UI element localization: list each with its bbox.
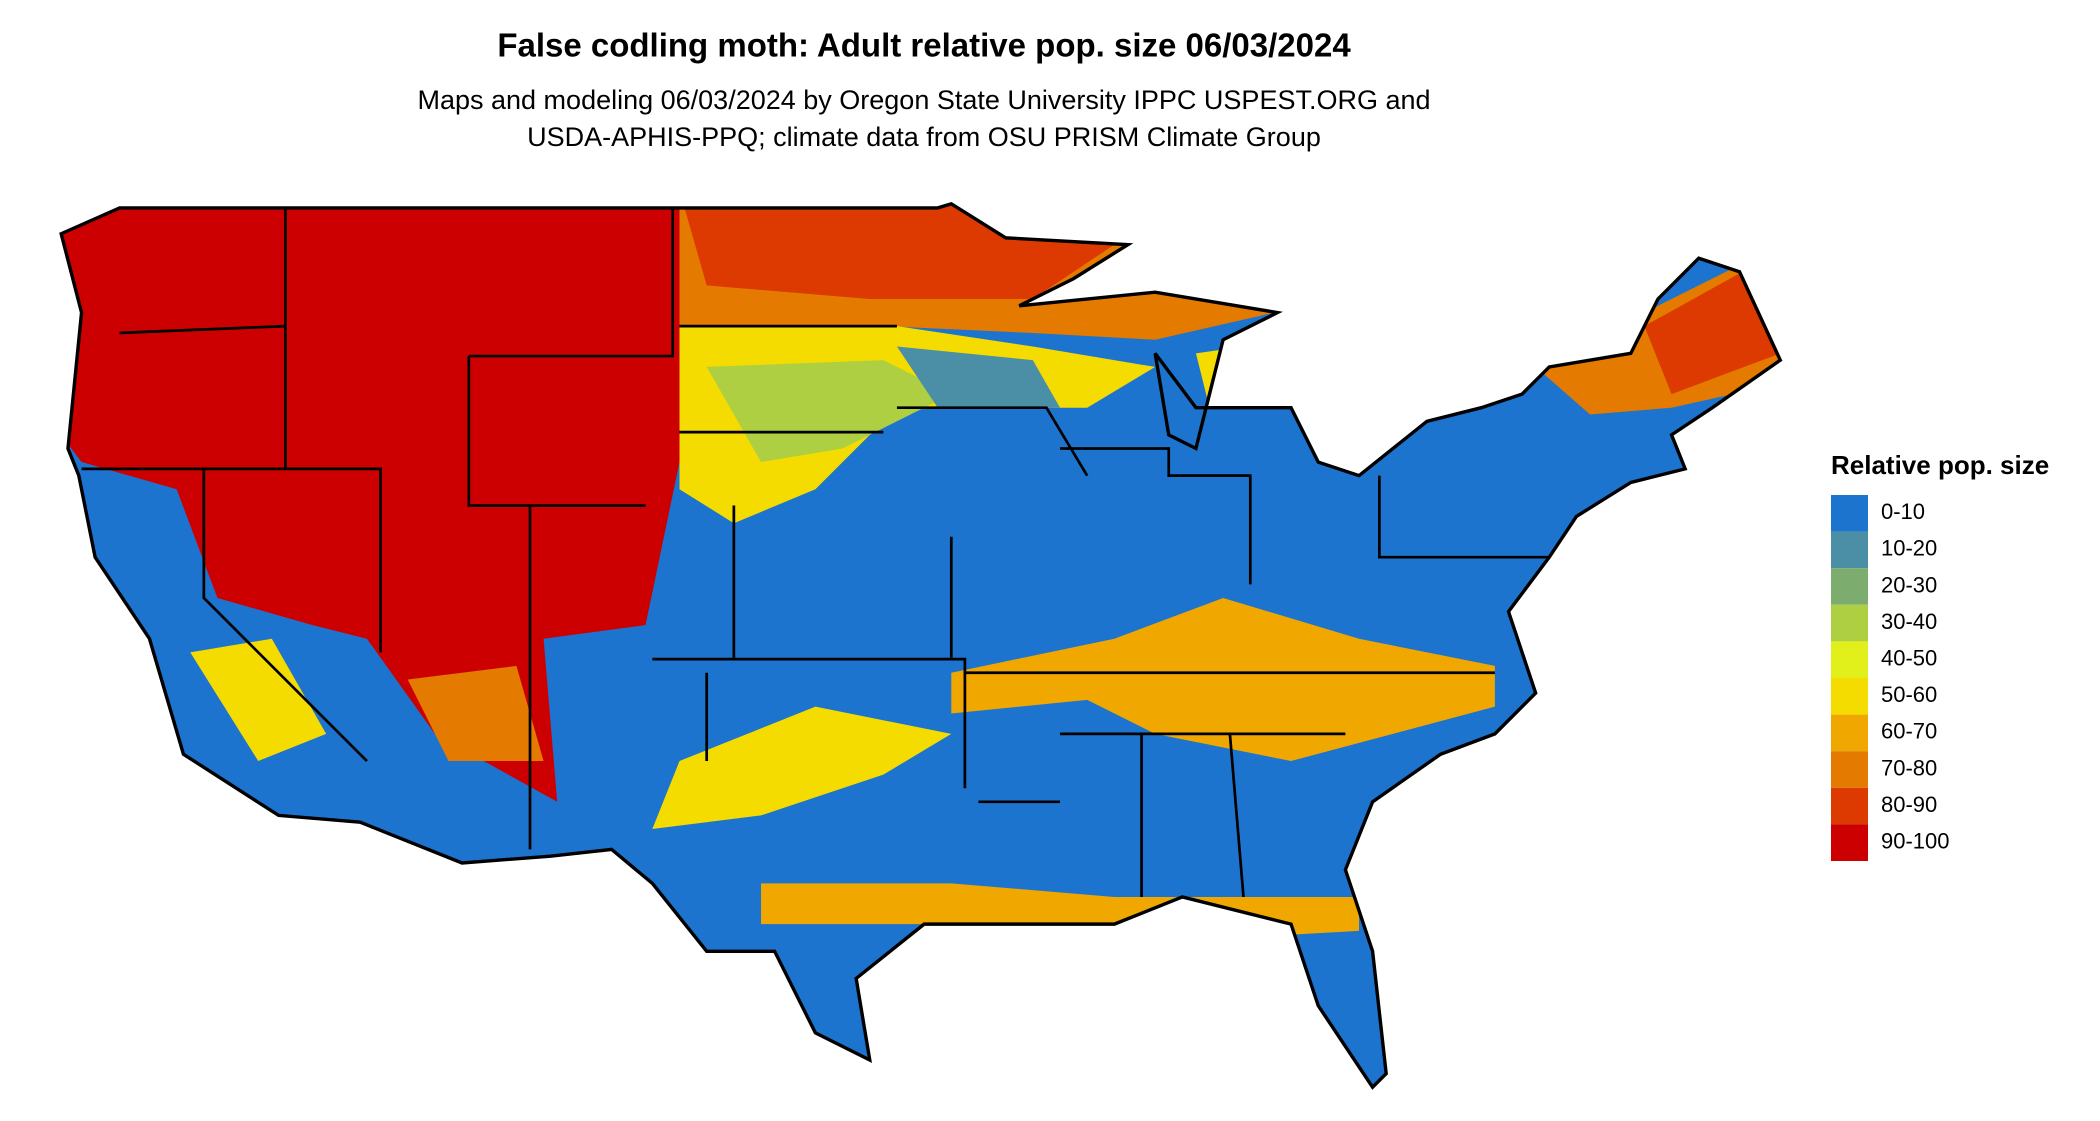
legend-label: 40-50 <box>1881 646 1937 671</box>
legend-label: 0-10 <box>1881 499 1925 524</box>
legend-title: Relative pop. size <box>1831 450 2049 480</box>
zone-band <box>652 706 952 829</box>
legend-swatch <box>1831 641 1868 678</box>
zone-southwest <box>190 638 327 762</box>
state-borders <box>81 207 1550 898</box>
zone-northeast <box>1644 258 1781 395</box>
legend-label: 10-20 <box>1881 536 1937 561</box>
legend-label: 60-70 <box>1881 719 1937 744</box>
legend-swatch <box>1831 751 1868 788</box>
legend-label: 70-80 <box>1881 755 1937 780</box>
map-title: False codling moth: Adult relative pop. … <box>497 27 1351 64</box>
map-subtitle: USDA-APHIS-PPQ; climate data from OSU PR… <box>527 122 1321 152</box>
legend-swatch <box>1831 531 1868 569</box>
legend-swatch <box>1831 678 1868 715</box>
legend-label: 90-100 <box>1881 829 1950 854</box>
zone-band <box>951 597 1495 762</box>
legend-label: 20-30 <box>1881 572 1937 597</box>
legend-swatch <box>1831 787 1868 825</box>
legend-label: 80-90 <box>1881 792 1937 817</box>
legend-swatch <box>1831 714 1868 752</box>
legend-label: 30-40 <box>1881 609 1937 634</box>
legend-swatch <box>1831 604 1868 642</box>
map <box>59 202 1782 1089</box>
zone-teal <box>896 346 1061 408</box>
zone-southwest <box>407 665 544 762</box>
legend-swatch <box>1831 824 1868 861</box>
legend-swatch <box>1831 495 1868 532</box>
zone-green <box>706 360 952 463</box>
legend: 0-10 10-20 20-30 30-40 40-50 50-60 60-70 70-80 8… <box>1831 495 1950 861</box>
legend-label: 50-60 <box>1881 682 1937 707</box>
zone-high <box>61 203 680 802</box>
map-subtitle: Maps and modeling 06/03/2024 by Oregon S… <box>417 85 1430 115</box>
legend-swatch <box>1831 568 1868 605</box>
